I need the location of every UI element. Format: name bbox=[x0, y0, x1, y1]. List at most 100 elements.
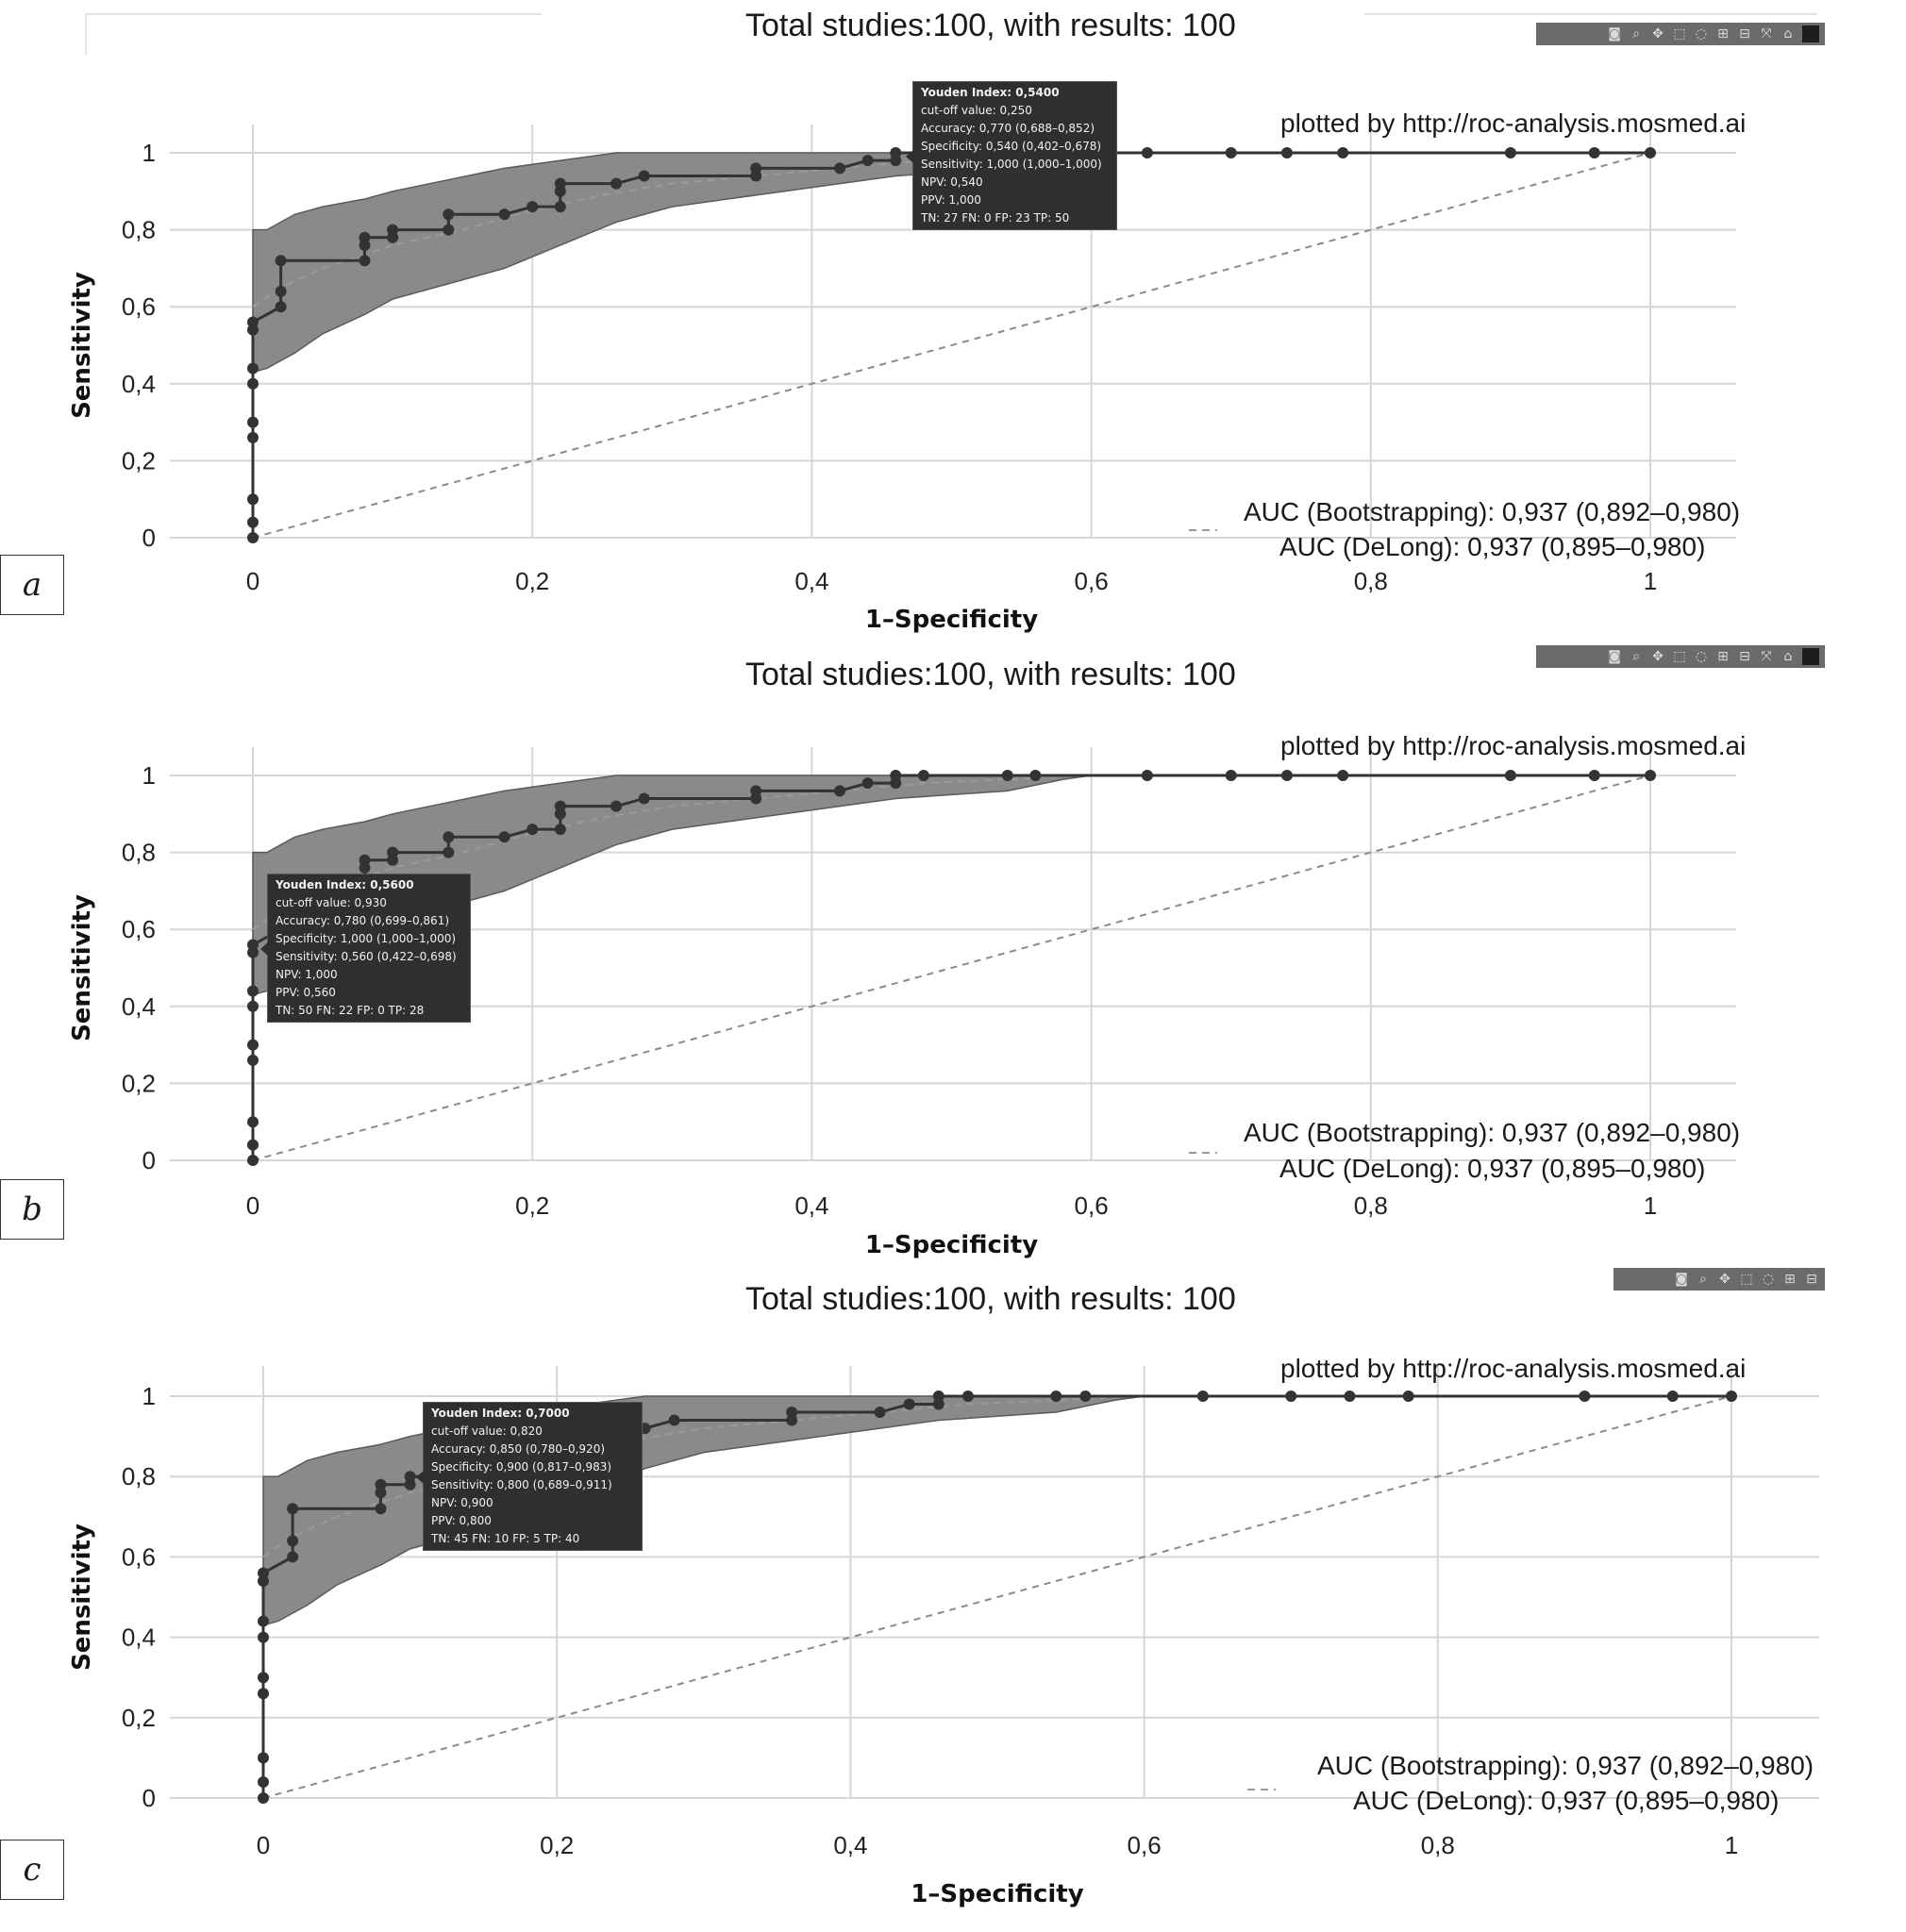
x-tick-label: 0,6 bbox=[1128, 1831, 1162, 1859]
roc-point bbox=[1001, 770, 1013, 781]
pan-icon[interactable]: ✥ bbox=[1719, 1272, 1730, 1287]
roc-point bbox=[861, 777, 874, 790]
roc-point bbox=[638, 170, 650, 182]
roc-point bbox=[275, 301, 287, 313]
tooltip-line: cut-off value: 0,930 bbox=[276, 896, 387, 909]
roc-point bbox=[275, 255, 287, 267]
roc-point bbox=[1504, 770, 1516, 781]
tooltip-line: TN: 27 FN: 0 FP: 23 TP: 50 bbox=[921, 211, 1070, 225]
box-select-icon[interactable]: ⬚ bbox=[1673, 26, 1686, 42]
plot-frame-top-right bbox=[1364, 13, 1817, 55]
box-select-icon[interactable]: ⬚ bbox=[1673, 649, 1686, 664]
roc-point bbox=[1645, 147, 1656, 158]
roc-point bbox=[287, 1551, 299, 1563]
zoom-icon[interactable]: ⌕ bbox=[1699, 1272, 1707, 1287]
camera-icon[interactable]: ◙ bbox=[1675, 1272, 1688, 1287]
panel-label: c bbox=[0, 1840, 64, 1900]
x-tick-label: 1 bbox=[1725, 1831, 1738, 1859]
x-tick-label: 0 bbox=[246, 567, 259, 595]
roc-point bbox=[258, 1688, 269, 1700]
home-icon[interactable]: ⌂ bbox=[1783, 26, 1793, 42]
roc-point bbox=[443, 208, 455, 221]
roc-point bbox=[1344, 1391, 1356, 1402]
zoom-in-icon[interactable]: ⊞ bbox=[1717, 649, 1729, 664]
roc-point bbox=[610, 800, 623, 812]
x-tick-label: 0,8 bbox=[1354, 1191, 1388, 1220]
plotly-logo-icon[interactable] bbox=[1802, 648, 1819, 665]
tooltip-line: Accuracy: 0,770 (0,688–0,852) bbox=[921, 122, 1095, 135]
pan-icon[interactable]: ✥ bbox=[1652, 649, 1664, 664]
camera-icon[interactable]: ◙ bbox=[1608, 26, 1621, 42]
roc-point bbox=[247, 1116, 259, 1128]
tooltip-line: cut-off value: 0,820 bbox=[431, 1424, 543, 1438]
zoom-out-icon[interactable]: ⊟ bbox=[1739, 26, 1750, 42]
zoom-out-icon[interactable]: ⊟ bbox=[1739, 649, 1750, 664]
roc-point bbox=[375, 1503, 387, 1515]
plotly-logo-icon[interactable] bbox=[1802, 25, 1819, 42]
roc-point bbox=[247, 1155, 259, 1166]
roc-point bbox=[258, 1752, 269, 1764]
roc-point bbox=[258, 1567, 269, 1579]
youden-tooltip: Youden Index: 0,7000 cut-off value: 0,82… bbox=[416, 1402, 643, 1551]
x-tick-label: 0,2 bbox=[540, 1831, 574, 1859]
x-tick-label: 0 bbox=[257, 1831, 270, 1859]
roc-point bbox=[610, 177, 623, 190]
roc-point bbox=[1280, 147, 1293, 158]
modebar[interactable]: ◙ ⌕ ✥ ⬚ ◌ ⊞ ⊟ ⤧ ⌂ bbox=[1536, 23, 1825, 45]
roc-point bbox=[247, 1000, 259, 1012]
roc-point bbox=[1726, 1391, 1737, 1402]
y-tick-label: 1 bbox=[142, 1382, 156, 1410]
pan-icon[interactable]: ✥ bbox=[1652, 26, 1664, 42]
x-axis-title: 1–Specificity bbox=[865, 606, 1038, 634]
zoom-icon[interactable]: ⌕ bbox=[1632, 649, 1640, 664]
modebar[interactable]: ◙ ⌕ ✥ ⬚ ◌ ⊞ ⊟ bbox=[1613, 1268, 1825, 1291]
roc-point bbox=[890, 770, 902, 781]
plot-frame-top bbox=[85, 13, 542, 55]
roc-point bbox=[258, 1615, 269, 1627]
zoom-icon[interactable]: ⌕ bbox=[1632, 26, 1640, 42]
roc-panel-b: Total studies:100, with results: 100 ◙ ⌕ ✥… bbox=[0, 623, 1906, 1259]
zoom-in-icon[interactable]: ⊞ bbox=[1784, 1272, 1796, 1287]
home-icon[interactable]: ⌂ bbox=[1783, 649, 1793, 664]
x-tick-label: 1 bbox=[1644, 567, 1657, 595]
roc-point bbox=[247, 431, 259, 443]
roc-point bbox=[404, 1471, 416, 1483]
roc-point bbox=[874, 1407, 886, 1419]
x-tick-label: 0,6 bbox=[1075, 567, 1109, 595]
tooltip-line: TN: 45 FN: 10 FP: 5 TP: 40 bbox=[431, 1532, 580, 1545]
lasso-icon[interactable]: ◌ bbox=[1695, 649, 1708, 664]
x-tick-label: 0,8 bbox=[1354, 567, 1388, 595]
roc-point bbox=[387, 224, 399, 236]
tooltip-line: NPV: 1,000 bbox=[276, 968, 338, 981]
roc-point bbox=[1196, 1391, 1209, 1402]
roc-point bbox=[1079, 1391, 1092, 1402]
tooltip-line: Sensitivity: 0,800 (0,689–0,911) bbox=[431, 1478, 612, 1491]
lasso-icon[interactable]: ◌ bbox=[1762, 1272, 1775, 1287]
lasso-icon[interactable]: ◌ bbox=[1695, 26, 1708, 42]
roc-point bbox=[247, 985, 259, 997]
x-tick-label: 1 bbox=[1644, 1191, 1657, 1220]
auc-bootstrap-label: AUC (Bootstrapping): 0,937 (0,892–0,980) bbox=[1317, 1751, 1814, 1780]
zoom-in-icon[interactable]: ⊞ bbox=[1717, 26, 1729, 42]
roc-point bbox=[359, 231, 371, 243]
y-tick-label: 0,4 bbox=[122, 1624, 156, 1652]
x-tick-label: 0,6 bbox=[1075, 1191, 1109, 1220]
camera-icon[interactable]: ◙ bbox=[1608, 649, 1621, 664]
y-tick-label: 0,2 bbox=[122, 1704, 156, 1732]
autoscale-icon[interactable]: ⤧ bbox=[1761, 26, 1772, 42]
modebar[interactable]: ◙ ⌕ ✥ ⬚ ◌ ⊞ ⊟ ⤧ ⌂ bbox=[1536, 645, 1825, 668]
autoscale-icon[interactable]: ⤧ bbox=[1761, 649, 1772, 664]
zoom-out-icon[interactable]: ⊟ bbox=[1806, 1272, 1817, 1287]
roc-point bbox=[359, 255, 371, 267]
chart-title: Total studies:100, with results: 100 bbox=[745, 8, 1236, 43]
box-select-icon[interactable]: ⬚ bbox=[1740, 1272, 1753, 1287]
roc-point bbox=[287, 1503, 299, 1515]
roc-point bbox=[258, 1672, 269, 1684]
roc-point bbox=[903, 1398, 915, 1410]
roc-point bbox=[932, 1391, 945, 1402]
y-axis-title: Sensitivity bbox=[68, 1524, 96, 1671]
credit-label: plotted by http://roc-analysis.mosmed.ai bbox=[1280, 731, 1747, 760]
roc-point bbox=[554, 177, 566, 190]
roc-point bbox=[359, 854, 371, 866]
tooltip-line: Accuracy: 0,850 (0,780–0,920) bbox=[431, 1442, 606, 1456]
